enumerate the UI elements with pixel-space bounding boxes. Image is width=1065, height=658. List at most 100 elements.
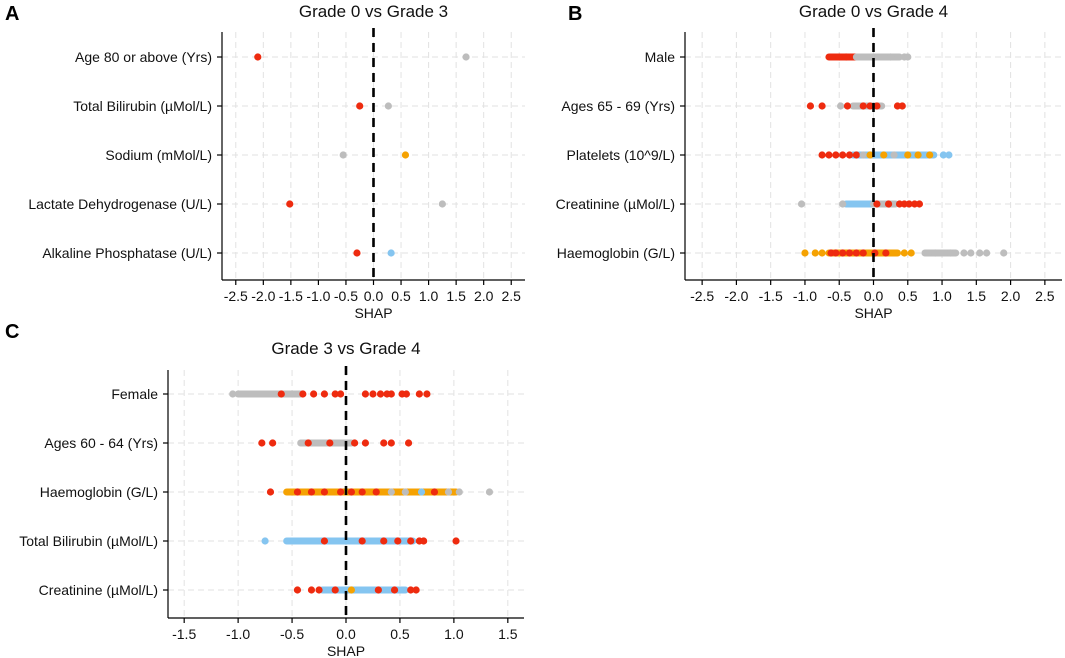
x-tick-label: 0.0 [364,288,384,304]
shap-point [967,249,975,257]
shap-point [307,488,316,496]
feature-label: Platelets (10^9/L) [566,147,675,163]
x-tick-label: -2.0 [724,288,748,304]
shap-point [839,249,847,257]
x-tick-label: -1.0 [306,288,330,304]
shap-point [873,102,881,110]
shap-point [873,200,881,208]
shap-point [380,439,388,447]
shap-point [361,439,370,447]
x-axis-label: SHAP [327,643,365,658]
shap-point [347,586,355,594]
shap-point [407,537,415,545]
feature-label: Haemoglobin (G/L) [40,484,158,500]
shap-point [353,249,361,257]
x-axis-label: SHAP [854,305,892,321]
shap-point [337,390,345,398]
shap-point [266,488,275,496]
x-tick-label: 1.0 [444,626,464,642]
x-axis-label: SHAP [354,305,392,321]
shap-point [438,200,446,208]
shap-point [485,488,494,496]
shap-point [380,537,388,545]
shap-point [412,586,420,594]
shap-point [261,537,269,545]
shap-point [898,102,906,110]
x-tick-label: 0.5 [390,626,410,642]
shap-point [845,151,854,159]
shap-point [931,249,939,257]
x-tick-label: 1.5 [446,288,466,304]
x-tick-label: -0.5 [280,626,304,642]
shap-point [832,249,840,257]
x-tick-label: 0.5 [391,288,411,304]
shap-point [387,439,395,447]
shap-point [839,200,847,208]
shap-point [387,390,395,398]
shap-point [818,249,826,257]
shap-point [293,586,302,594]
shap-point [983,249,991,257]
shap-point [806,102,815,110]
shap-point [960,249,968,257]
chart-title: Grade 3 vs Grade 4 [271,339,420,358]
shap-point [358,537,366,545]
x-tick-label: -2.5 [690,288,714,304]
shap-point [299,390,307,398]
shap-point [945,151,953,159]
feature-label: Creatinine (µMol/L) [556,196,675,212]
panel-a-grade0-vs-grade3: Grade 0 vs Grade 3 Age 80 or above (Yrs) T… [28,2,525,321]
shap-point [801,249,809,257]
shap-point [304,439,312,447]
feature-label: Alkaline Phosphatase (U/L) [42,245,212,261]
shap-point [356,102,364,110]
shap-point [339,151,347,159]
shap-point [1000,249,1008,257]
feature-label: Ages 60 - 64 (Yrs) [44,435,158,451]
feature-label: Ages 65 - 69 (Yrs) [561,98,675,114]
x-tick-label: 2.5 [501,288,521,304]
shap-point [845,249,854,257]
shap-point [374,586,382,594]
x-tick-label: 1.5 [967,288,987,304]
shap-point [331,390,339,398]
x-tick-label: -1.5 [172,626,196,642]
feature-label: Total Bilirubin (µMol/L) [19,533,158,549]
shap-point [866,102,874,110]
panel-letter-c: C [5,321,19,343]
shap-point [258,439,266,447]
shap-point [836,102,845,110]
shap-point [417,488,426,496]
x-tick-label: 1.5 [498,626,518,642]
shap-point [254,53,262,61]
shap-point [835,53,843,61]
x-tick-label: 1.0 [932,288,952,304]
shap-point [402,390,411,398]
feature-label: Lactate Dehydrogenase (U/L) [28,196,212,212]
shap-point [310,390,318,398]
shap-point [818,151,826,159]
shap-point [907,249,915,257]
panel-c-grade3-vs-grade4: Grade 3 vs Grade 4 Female Ages 60 - 64 (Yr… [19,339,524,658]
shap-point [866,151,874,159]
x-tick-label: -2.5 [224,288,248,304]
feature-label: Sodium (mMol/L) [105,147,212,163]
shap-point [976,249,984,257]
shap-point [315,586,323,594]
shap-point [387,249,395,257]
panel-letter-a: A [5,3,19,25]
shap-point [372,488,380,496]
shap-point [288,390,296,398]
shap-point [320,537,329,545]
shap-point [404,439,413,447]
shap-point [455,488,463,496]
x-tick-label: -2.0 [251,288,275,304]
shap-point [915,200,924,208]
shap-point [277,390,285,398]
x-tick-label: 2.5 [1035,288,1055,304]
shap-point [887,53,895,61]
shap-point [337,488,345,496]
shap-point [900,249,908,257]
shap-point [904,151,912,159]
